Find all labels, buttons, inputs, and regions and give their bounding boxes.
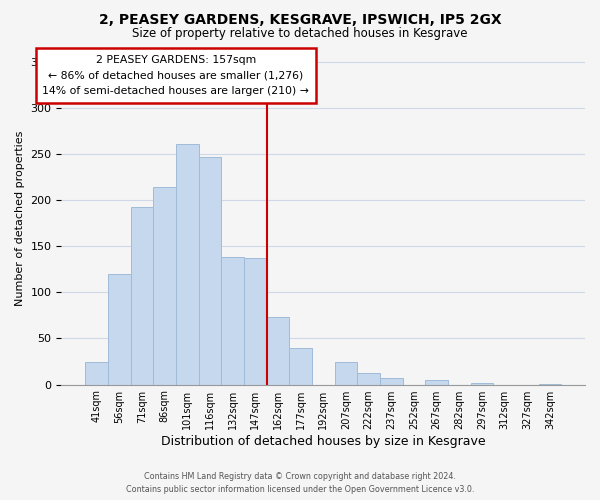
Bar [380,378,403,384]
Bar [289,348,312,385]
Bar [108,274,131,384]
Text: 2, PEASEY GARDENS, KESGRAVE, IPSWICH, IP5 2GX: 2, PEASEY GARDENS, KESGRAVE, IPSWICH, IP… [98,12,502,26]
Bar [176,144,199,384]
Text: 2 PEASEY GARDENS: 157sqm
← 86% of detached houses are smaller (1,276)
14% of sem: 2 PEASEY GARDENS: 157sqm ← 86% of detach… [43,55,310,96]
Bar [357,372,380,384]
Text: Size of property relative to detached houses in Kesgrave: Size of property relative to detached ho… [132,28,468,40]
Bar [266,317,289,384]
Bar [131,206,153,384]
Bar [199,156,221,384]
Bar [221,258,244,384]
X-axis label: Distribution of detached houses by size in Kesgrave: Distribution of detached houses by size … [161,434,485,448]
Bar [85,362,108,384]
Bar [425,380,448,384]
Text: Contains HM Land Registry data © Crown copyright and database right 2024.
Contai: Contains HM Land Registry data © Crown c… [126,472,474,494]
Y-axis label: Number of detached properties: Number of detached properties [15,131,25,306]
Bar [153,187,176,384]
Bar [244,258,266,384]
Bar [335,362,357,384]
Bar [470,382,493,384]
